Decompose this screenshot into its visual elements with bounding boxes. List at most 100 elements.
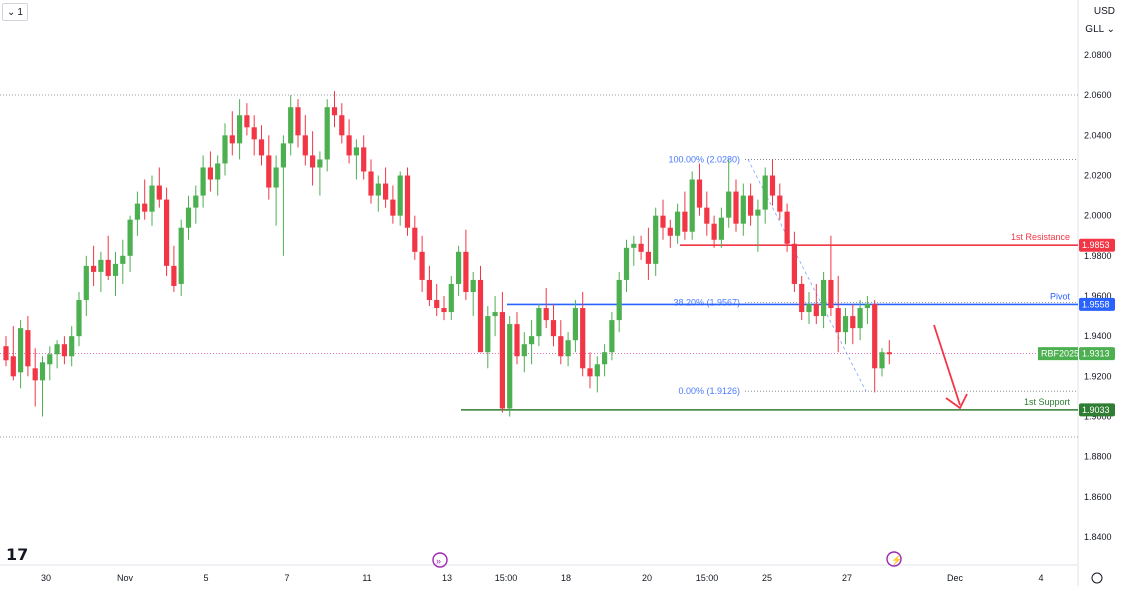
time-axis[interactable]: 30 Nov 5 7 11 13 15:00 18 20 15:00 25 27 Dec 4 — [41, 573, 1044, 583]
candle-body — [441, 308, 447, 313]
unit-label: GLL — [1085, 24, 1104, 35]
candle-body — [704, 207, 710, 224]
candle-body — [653, 215, 659, 264]
candle-body — [864, 304, 870, 309]
candle-body — [675, 211, 681, 236]
candle-body — [558, 336, 564, 357]
candle-body — [463, 251, 469, 292]
replay-icon[interactable] — [432, 552, 448, 568]
time-tick-label: 7 — [284, 573, 289, 583]
time-tick-label: 15:00 — [696, 573, 719, 583]
price-axis[interactable]: 2.0800 2.0600 2.0400 2.0200 2.0000 1.9800 1.96… — [1084, 50, 1112, 542]
candle-body — [266, 155, 272, 188]
candle-body — [602, 352, 608, 365]
candle-body — [828, 279, 834, 309]
fib-level-label: 38.20% (1.9567) — [673, 298, 740, 308]
candle-body — [740, 195, 746, 224]
candle-body — [112, 263, 119, 276]
time-tick-label: 5 — [203, 573, 208, 583]
candle-body — [25, 330, 31, 367]
candle-body — [762, 175, 768, 210]
candle-body — [718, 217, 724, 240]
candle-body — [426, 279, 432, 301]
fib-level-label: 100.00% (2.0280) — [668, 154, 740, 164]
candle-body — [178, 227, 184, 284]
candle-body — [251, 127, 257, 140]
time-tick-label: 11 — [362, 573, 371, 583]
candle-body — [404, 175, 411, 228]
candle-body — [777, 195, 783, 212]
candle-body — [755, 209, 761, 216]
candle-body — [879, 352, 885, 369]
candle-body — [229, 135, 235, 144]
candle-body — [623, 247, 630, 280]
time-tick-label: 25 — [762, 573, 772, 583]
candle-body — [156, 185, 162, 200]
settings-gear-icon[interactable] — [1091, 572, 1103, 584]
candle-body — [10, 356, 16, 377]
candle-body — [18, 328, 24, 373]
candle-body — [660, 215, 666, 228]
candle-body — [645, 251, 651, 264]
candle-body — [682, 211, 688, 232]
fib-level-label: 0.00% (1.9126) — [678, 386, 740, 396]
interval-selector[interactable]: ⌄ 1 — [2, 3, 28, 21]
time-tick-label: 4 — [1038, 573, 1043, 583]
candle-body — [383, 183, 389, 200]
candle-body — [193, 195, 199, 208]
level-price-badge — [1079, 403, 1115, 417]
candle-body — [799, 283, 805, 313]
price-tick-label: 1.8600 — [1084, 492, 1112, 502]
candle-body — [448, 283, 454, 313]
candle-body — [185, 207, 192, 228]
candle-body — [769, 175, 776, 196]
candle-body — [390, 199, 396, 216]
chevron-down-icon: ⌄ — [7, 6, 16, 18]
candle-body — [536, 308, 542, 337]
candle-body — [127, 219, 133, 256]
alert-icon[interactable] — [886, 551, 902, 567]
candle-body — [134, 203, 140, 220]
time-tick-label: Nov — [117, 573, 134, 583]
level-price-label: 1.9558 — [1082, 299, 1110, 309]
candle-body — [821, 279, 827, 317]
price-tick-label: 1.9200 — [1084, 371, 1112, 381]
replay-icon-glyph: » — [436, 556, 441, 566]
candle-body — [61, 344, 67, 357]
candle-body — [39, 362, 46, 381]
price-tick-label: 2.0200 — [1084, 171, 1112, 181]
candle-body — [346, 135, 352, 156]
candle-body — [98, 259, 104, 272]
candle-body — [689, 179, 695, 232]
candle-body — [397, 175, 403, 216]
candle-body — [3, 346, 9, 361]
candle-body — [149, 185, 155, 212]
level-price-label: 1.9853 — [1082, 240, 1110, 250]
level-price-label: 1.9033 — [1082, 405, 1110, 415]
candle-body — [54, 344, 60, 355]
candle-body — [434, 300, 440, 309]
currency-selector[interactable]: USD — [1093, 6, 1115, 17]
levels-layer: 1st Resistance 1.9853 Pivot 1.9558 1st Suppo… — [0, 94, 1115, 438]
tradingview-logo[interactable]: 𝟭𝟳 — [6, 547, 29, 564]
candle-body — [339, 115, 345, 136]
candle-body — [288, 107, 294, 144]
candle-body — [353, 147, 359, 156]
price-tick-label: 1.9000 — [1084, 412, 1112, 422]
candle-body — [302, 135, 308, 156]
price-tick-label: 2.0800 — [1084, 50, 1112, 60]
candle-body — [514, 324, 520, 357]
candle-body — [485, 316, 491, 353]
price-tick-label: 1.9600 — [1084, 291, 1112, 301]
candle-body — [171, 265, 177, 286]
candle-body — [529, 336, 535, 345]
candle-body — [273, 167, 279, 188]
forecast-arrow — [933, 324, 968, 410]
candle-body — [521, 344, 527, 357]
unit-selector[interactable]: GLL ⌄ — [1085, 24, 1115, 35]
candle-body — [317, 159, 323, 168]
candle-body — [726, 191, 732, 218]
price-tick-label: 1.8400 — [1084, 532, 1112, 542]
